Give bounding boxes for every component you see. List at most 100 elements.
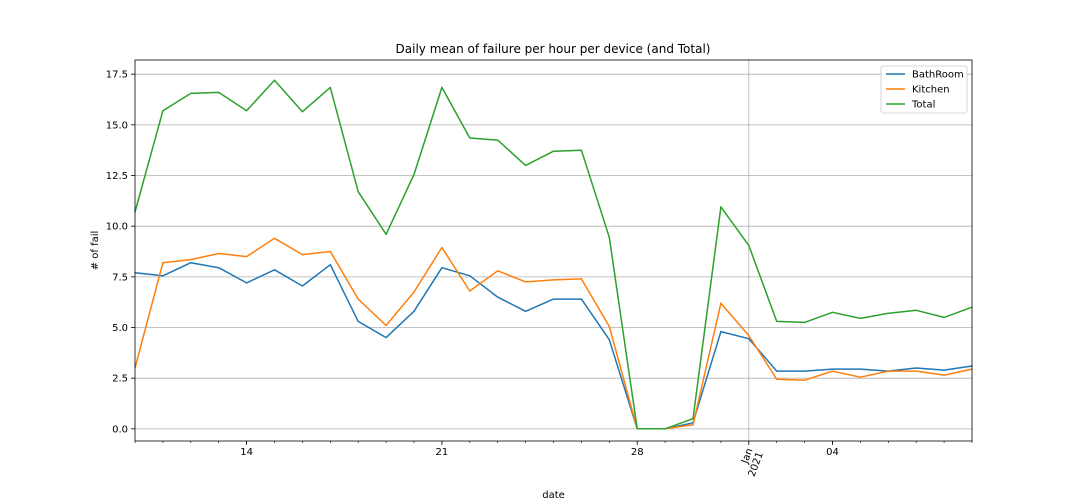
data-point-kitchen — [692, 424, 694, 426]
data-point-kitchen — [608, 325, 610, 328]
x-tick-label: 04 — [826, 447, 839, 458]
plot-area-frame — [134, 59, 973, 442]
data-point-kitchen — [580, 278, 583, 280]
data-point-bathroom — [218, 267, 220, 269]
data-point-total — [664, 428, 666, 430]
data-point-kitchen — [357, 298, 359, 300]
data-point-kitchen — [469, 290, 471, 292]
y-tick-label: 5.0 — [112, 323, 128, 334]
data-point-bathroom — [413, 310, 415, 312]
data-point-bathroom — [357, 320, 359, 323]
data-point-bathroom — [246, 282, 248, 284]
data-point-bathroom — [720, 330, 722, 333]
data-point-kitchen — [273, 237, 276, 239]
legend-label: BathRoom — [912, 70, 964, 81]
data-point-total — [246, 110, 248, 112]
data-point-bathroom — [441, 267, 443, 269]
series-lines — [134, 79, 973, 430]
data-point-bathroom — [190, 262, 192, 264]
data-point-total — [776, 320, 778, 323]
data-point-total — [692, 418, 694, 420]
data-point-kitchen — [218, 252, 220, 255]
data-point-bathroom — [273, 269, 276, 271]
data-point-total — [441, 86, 443, 88]
data-point-bathroom — [915, 367, 917, 369]
data-point-total — [887, 312, 889, 314]
data-point-kitchen — [525, 281, 527, 283]
y-tick-label: 15.0 — [106, 120, 128, 131]
data-point-kitchen — [887, 370, 889, 372]
data-point-total — [580, 149, 583, 151]
data-point-bathroom — [497, 296, 499, 298]
data-point-total — [413, 173, 415, 176]
data-point-total — [804, 321, 806, 324]
data-point-total — [552, 150, 555, 152]
grid-lines — [135, 60, 972, 441]
series-line-bathroom — [134, 261, 973, 430]
legend-label: Kitchen — [912, 85, 950, 96]
data-point-bathroom — [552, 298, 555, 300]
data-point-bathroom — [162, 275, 164, 277]
legend-box — [880, 65, 968, 114]
legend: BathRoom Kitchen Total — [880, 65, 968, 114]
data-point-kitchen — [413, 291, 415, 293]
data-point-kitchen — [329, 250, 331, 253]
y-tick-label: 12.5 — [106, 171, 128, 182]
data-point-total — [218, 91, 220, 94]
y-axis-label: # of fail — [90, 231, 101, 271]
data-point-bathroom — [525, 310, 527, 312]
data-point-total — [859, 317, 862, 319]
data-point-kitchen — [190, 259, 192, 261]
data-point-kitchen — [552, 279, 555, 281]
data-point-total — [190, 92, 192, 95]
x-axis-label: date — [542, 490, 565, 501]
data-point-bathroom — [329, 264, 331, 266]
data-point-bathroom — [748, 338, 750, 340]
data-point-bathroom — [831, 368, 834, 370]
data-point-kitchen — [831, 370, 834, 372]
data-point-total — [608, 236, 610, 238]
data-point-bathroom — [608, 339, 610, 341]
data-point-bathroom — [776, 370, 778, 372]
x-tick-label: 14 — [240, 447, 253, 458]
series-line-kitchen — [134, 237, 973, 430]
data-point-bathroom — [804, 370, 806, 372]
x-tick-label-line: Jan — [740, 447, 756, 466]
data-point-kitchen — [246, 255, 248, 258]
data-point-total — [162, 110, 164, 112]
data-point-total — [943, 316, 945, 318]
data-point-bathroom — [301, 285, 303, 287]
data-point-total — [497, 139, 499, 141]
data-point-kitchen — [943, 374, 945, 376]
data-point-bathroom — [580, 298, 583, 300]
y-tick-label: 17.5 — [106, 70, 128, 81]
data-point-total — [385, 233, 387, 235]
data-point-total — [831, 311, 834, 313]
data-point-bathroom — [385, 337, 387, 339]
data-point-total — [636, 428, 638, 430]
data-point-kitchen — [497, 270, 499, 272]
data-point-kitchen — [162, 262, 164, 264]
data-point-bathroom — [859, 368, 862, 370]
chart-title: Daily mean of failure per hour per devic… — [396, 42, 711, 56]
x-tick-label: 21 — [436, 447, 449, 458]
y-tick-label: 2.5 — [112, 374, 128, 385]
x-tick-label: 28 — [631, 447, 644, 458]
data-point-kitchen — [804, 379, 806, 381]
data-point-kitchen — [748, 335, 750, 337]
series-line-total — [134, 79, 973, 430]
data-point-kitchen — [441, 246, 443, 249]
data-point-total — [329, 86, 331, 88]
data-point-kitchen — [776, 378, 778, 380]
data-point-total — [273, 79, 276, 81]
data-point-kitchen — [385, 324, 387, 327]
data-point-kitchen — [915, 370, 917, 372]
y-tick-label: 7.5 — [112, 272, 128, 283]
data-point-kitchen — [859, 376, 862, 378]
y-tick-label: 10.0 — [106, 222, 128, 233]
data-point-total — [469, 137, 471, 139]
data-point-total — [748, 244, 750, 247]
data-point-total — [915, 309, 917, 311]
